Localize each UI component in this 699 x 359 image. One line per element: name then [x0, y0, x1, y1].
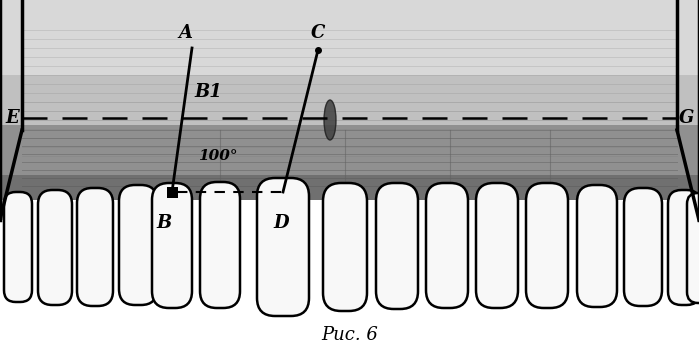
Bar [0, 175, 699, 200]
FancyBboxPatch shape [376, 183, 418, 309]
Text: 100°: 100° [198, 149, 238, 163]
FancyBboxPatch shape [77, 188, 113, 306]
FancyBboxPatch shape [577, 185, 617, 307]
FancyBboxPatch shape [323, 183, 367, 311]
FancyBboxPatch shape [257, 178, 309, 316]
FancyBboxPatch shape [476, 183, 518, 308]
Text: B1: B1 [194, 83, 222, 101]
FancyBboxPatch shape [668, 190, 699, 305]
Ellipse shape [324, 100, 336, 140]
FancyBboxPatch shape [152, 183, 192, 308]
Text: D: D [273, 214, 289, 232]
FancyBboxPatch shape [38, 190, 72, 305]
Text: G: G [679, 109, 694, 127]
Text: C: C [311, 24, 325, 42]
FancyBboxPatch shape [687, 193, 699, 303]
Polygon shape [0, 0, 22, 220]
Text: A: A [178, 24, 192, 42]
Text: B: B [157, 214, 172, 232]
Bar [166, 186, 178, 197]
Text: Рис. 6: Рис. 6 [322, 326, 378, 344]
FancyBboxPatch shape [624, 188, 662, 306]
Bar [0, 0, 699, 75]
FancyBboxPatch shape [200, 182, 240, 308]
FancyBboxPatch shape [119, 185, 157, 305]
Bar [0, 125, 699, 200]
FancyBboxPatch shape [426, 183, 468, 308]
Text: E: E [5, 109, 19, 127]
Bar [0, 75, 699, 125]
FancyBboxPatch shape [4, 192, 32, 302]
FancyBboxPatch shape [526, 183, 568, 308]
Polygon shape [677, 0, 699, 220]
